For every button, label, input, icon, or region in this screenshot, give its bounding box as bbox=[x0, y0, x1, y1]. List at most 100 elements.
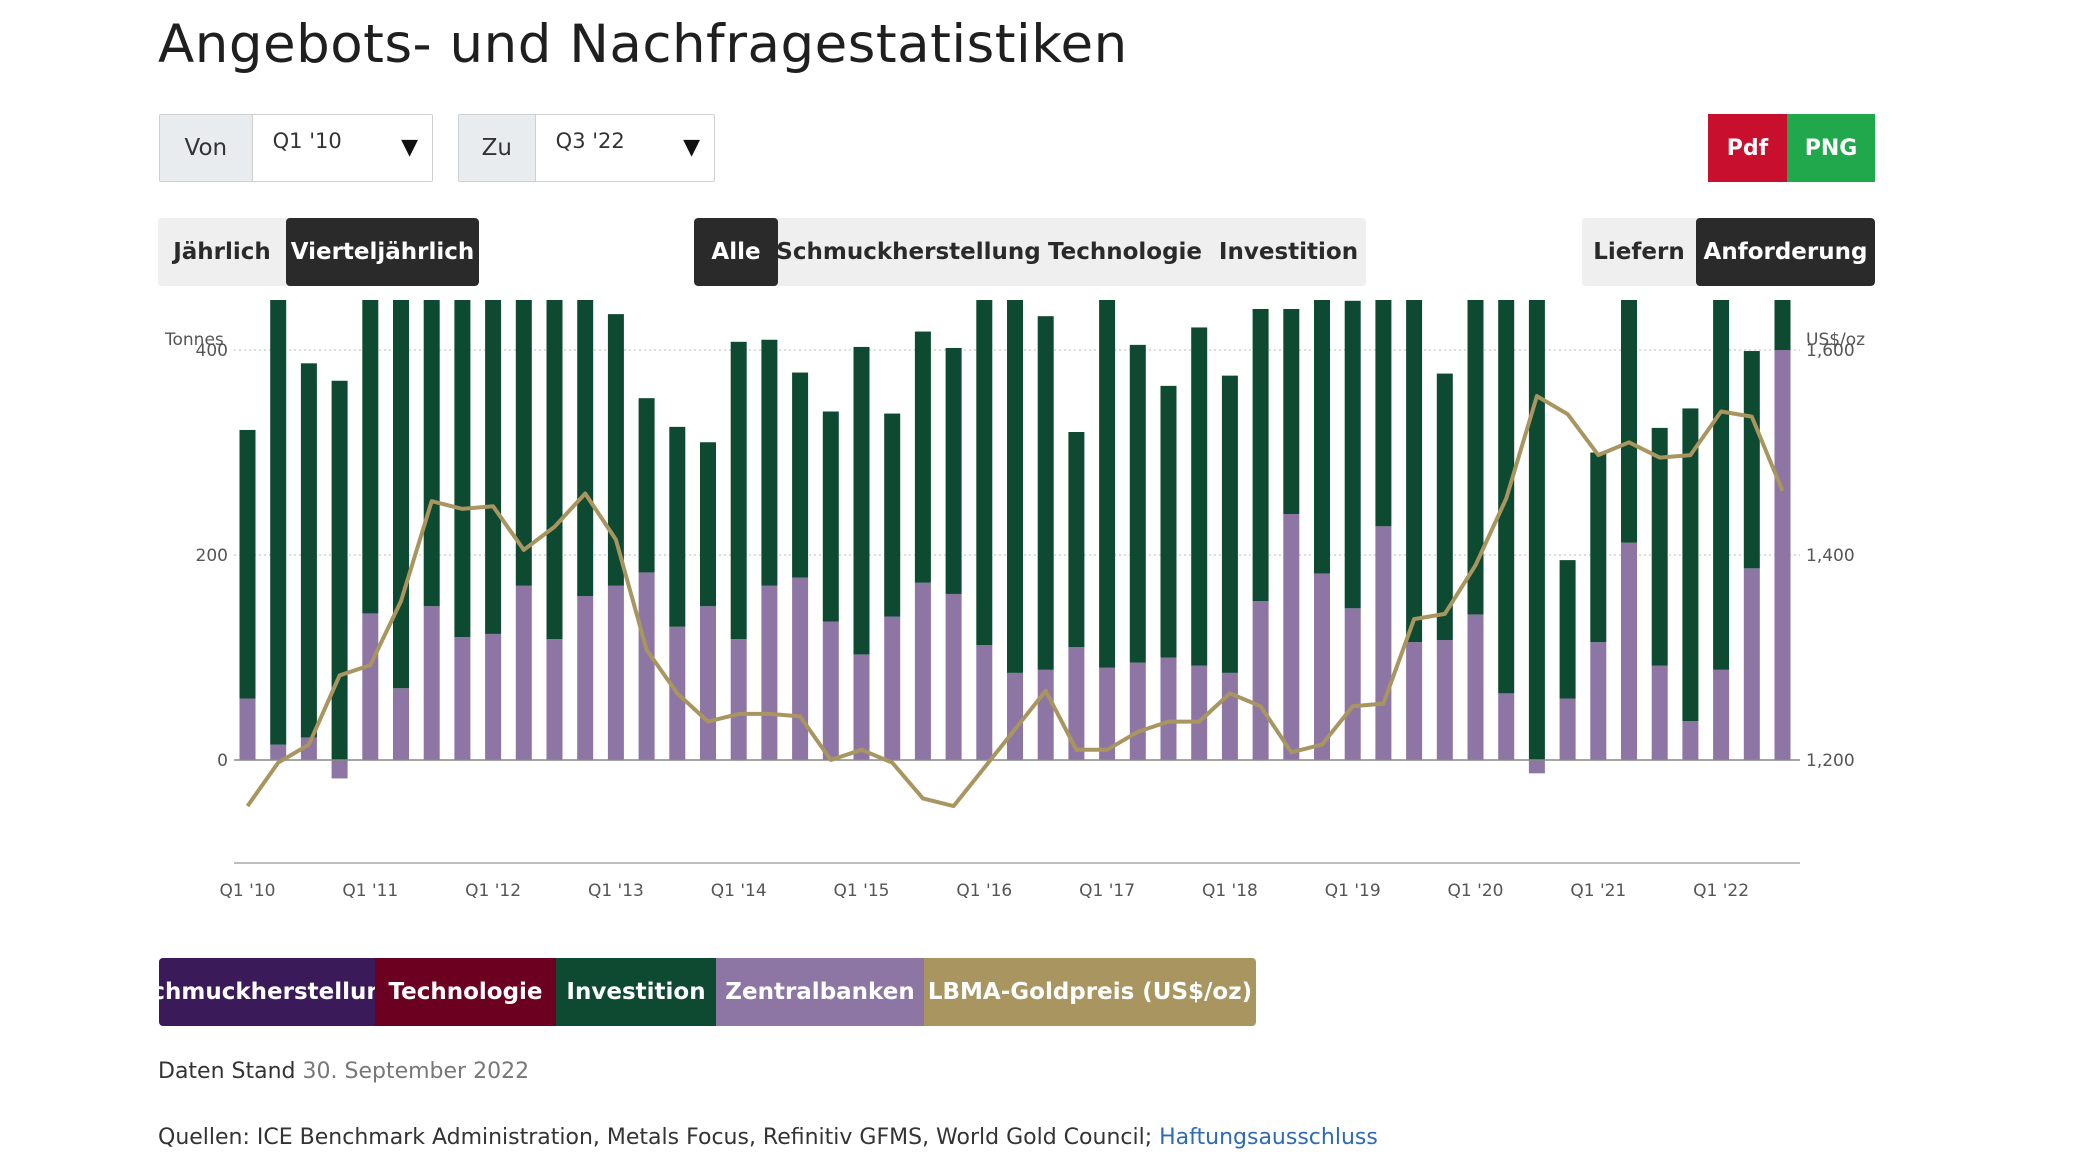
bar-central-banks bbox=[1283, 514, 1300, 760]
png-button[interactable]: PNG bbox=[1787, 114, 1875, 182]
bar-investment bbox=[1252, 309, 1269, 602]
bar-central-banks bbox=[1007, 672, 1023, 760]
series-line-gold-price bbox=[245, 394, 1785, 809]
bar-investment bbox=[577, 300, 594, 596]
x-tick-label: Q1 '10 bbox=[220, 881, 276, 901]
bar-investment bbox=[853, 346, 870, 655]
bar-investment bbox=[1590, 452, 1607, 643]
bar-investment bbox=[1682, 408, 1699, 722]
bar-central-banks bbox=[1436, 640, 1453, 760]
x-tick-label: Q1 '14 bbox=[711, 881, 767, 901]
bar-central-banks bbox=[546, 639, 563, 760]
bar-investment bbox=[485, 300, 502, 634]
data-date-value: 30. September 2022 bbox=[302, 1059, 530, 1084]
tab-quarterly[interactable]: Vierteljährlich bbox=[286, 218, 479, 286]
bar-central-banks bbox=[393, 688, 409, 760]
disclaimer-link[interactable]: Haftungsausschluss bbox=[1159, 1125, 1378, 1150]
tab-all[interactable]: Alle bbox=[694, 218, 778, 286]
bar-investment bbox=[884, 413, 901, 617]
x-tick-label: Q1 '16 bbox=[956, 881, 1012, 901]
legend-jewellery[interactable]: Schmuckherstellung bbox=[159, 958, 399, 1026]
tab-investment[interactable]: Investition bbox=[1218, 239, 1359, 265]
bar-investment bbox=[300, 363, 317, 738]
tab-annual[interactable]: Jährlich bbox=[173, 239, 271, 265]
bar-investment bbox=[1375, 300, 1392, 527]
bar-central-banks bbox=[1467, 614, 1484, 760]
bar-investment bbox=[1314, 300, 1330, 574]
bar-investment bbox=[792, 372, 809, 578]
bar-investment bbox=[1406, 300, 1423, 643]
x-tick-label: Q1 '17 bbox=[1079, 881, 1135, 901]
bar-investment bbox=[1037, 316, 1054, 670]
bar-investment bbox=[1651, 427, 1668, 666]
y-tick-label-left: 0 bbox=[217, 751, 228, 771]
bar-investment bbox=[1221, 375, 1238, 673]
bar-central-banks bbox=[822, 621, 839, 760]
bar-investment bbox=[1191, 327, 1208, 666]
bar-central-banks bbox=[853, 654, 870, 760]
x-tick-label: Q1 '11 bbox=[342, 881, 398, 901]
to-value: Q3 '22 bbox=[555, 129, 625, 153]
bar-investment bbox=[669, 426, 686, 627]
bar-central-banks bbox=[1252, 601, 1269, 760]
bar-central-banks bbox=[1221, 672, 1238, 760]
bar-investment bbox=[607, 314, 624, 586]
bar-central-banks bbox=[423, 606, 440, 760]
bar-central-banks bbox=[1528, 760, 1545, 774]
from-value: Q1 '10 bbox=[272, 129, 342, 153]
bar-central-banks bbox=[914, 582, 931, 760]
bar-investment bbox=[393, 300, 409, 689]
tab-demand[interactable]: Anforderung bbox=[1696, 218, 1875, 286]
bar-investment bbox=[822, 411, 839, 622]
bar-investment bbox=[1559, 560, 1576, 699]
x-tick-label: Q1 '19 bbox=[1325, 881, 1381, 901]
bar-central-banks bbox=[577, 596, 594, 760]
bar-central-banks bbox=[1037, 669, 1054, 760]
bar-central-banks bbox=[1068, 647, 1085, 760]
bar-investment bbox=[1129, 344, 1146, 663]
x-tick-label: Q1 '18 bbox=[1202, 881, 1258, 901]
bar-central-banks bbox=[945, 593, 962, 760]
y-tick-label-left: 200 bbox=[196, 546, 228, 566]
legend-central-banks[interactable]: Zentralbanken bbox=[716, 958, 924, 1026]
supply-demand-chart: 8002,0006001,8004001,6002001,40001,200To… bbox=[164, 300, 1865, 901]
to-label: Zu bbox=[459, 115, 536, 181]
bar-investment bbox=[423, 300, 440, 607]
tab-supply[interactable]: Liefern bbox=[1593, 239, 1685, 265]
bar-central-banks bbox=[730, 639, 747, 760]
tab-technology[interactable]: Technologie bbox=[1047, 239, 1203, 265]
sources: Quellen: ICE Benchmark Administration, M… bbox=[158, 1125, 1378, 1150]
to-range: Zu Q3 '22 ▼ bbox=[458, 114, 715, 182]
y-tick-label-right: 1,200 bbox=[1806, 751, 1855, 771]
bar-central-banks bbox=[1129, 662, 1146, 760]
bar-central-banks bbox=[331, 760, 348, 779]
bar-investment bbox=[700, 442, 716, 607]
tab-jewellery[interactable]: Schmuckherstellung bbox=[776, 239, 1041, 265]
from-select[interactable]: Q1 '10 ▼ bbox=[252, 115, 432, 181]
page-title: Angebots- und Nachfragestatistiken bbox=[158, 14, 1128, 75]
bar-central-banks bbox=[1774, 350, 1791, 760]
bar-investment bbox=[1344, 300, 1361, 609]
bar-investment bbox=[761, 339, 778, 586]
bar-central-banks bbox=[1314, 573, 1330, 760]
bar-investment bbox=[515, 300, 532, 586]
bar-central-banks bbox=[976, 645, 993, 760]
x-tick-label: Q1 '20 bbox=[1448, 881, 1504, 901]
pdf-button[interactable]: Pdf bbox=[1708, 114, 1787, 182]
bar-investment bbox=[1283, 309, 1300, 514]
bar-central-banks bbox=[1713, 669, 1730, 760]
bar-investment bbox=[976, 300, 993, 646]
bar-central-banks bbox=[1191, 665, 1208, 760]
mode-toggle: Liefern Anforderung bbox=[1582, 218, 1875, 286]
legend-investment[interactable]: Investition bbox=[556, 958, 716, 1026]
legend-gold-price[interactable]: LBMA-Goldpreis (US$/oz) bbox=[924, 958, 1256, 1026]
sector-toggle: Alle Schmuckherstellung Technologie Inve… bbox=[694, 218, 1366, 286]
bar-central-banks bbox=[607, 585, 624, 760]
x-tick-label: Q1 '21 bbox=[1570, 881, 1626, 901]
to-select[interactable]: Q3 '22 ▼ bbox=[535, 115, 714, 181]
bar-central-banks bbox=[362, 613, 379, 760]
bar-investment bbox=[1099, 300, 1116, 668]
bar-investment bbox=[1467, 300, 1484, 615]
legend-technology[interactable]: Technologie bbox=[375, 958, 556, 1026]
x-tick-label: Q1 '22 bbox=[1693, 881, 1749, 901]
